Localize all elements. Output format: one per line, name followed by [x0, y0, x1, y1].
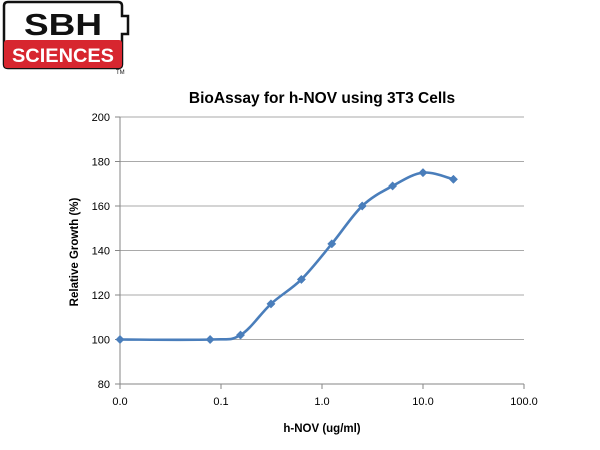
data-point-0: [115, 334, 125, 345]
y-axis-ticks: 80 100 120 140 160 180 200: [92, 112, 120, 391]
logo-trademark: TM: [116, 70, 125, 75]
data-point-2: [235, 330, 246, 340]
y-tick-label-100: 100: [92, 335, 110, 347]
x-axis-title: h-NOV (ug/ml): [283, 423, 360, 435]
sbh-sciences-logo: SBH SCIENCES TM: [2, 0, 130, 75]
y-tick-label-120: 120: [92, 290, 110, 302]
series-layer: [115, 168, 458, 345]
logo-red-band: [4, 40, 122, 68]
data-point-4: [296, 274, 306, 284]
y-tick-label-200: 200: [92, 112, 110, 124]
y-tick-label-160: 160: [92, 201, 110, 213]
data-point-8: [418, 168, 428, 178]
data-point-9: [448, 174, 458, 184]
data-point-5: [327, 239, 337, 249]
logo-line1: SBH: [24, 7, 102, 42]
x-tick-label-0.1: 0.1: [213, 396, 228, 408]
data-point-3: [266, 299, 276, 309]
series-0-line: [119, 171, 454, 342]
y-tick-label-180: 180: [92, 157, 110, 169]
data-point-6: [357, 201, 367, 211]
logo-line2: SCIENCES: [12, 46, 114, 67]
y-tick-label-140: 140: [92, 246, 110, 258]
x-axis-ticks: 0.0 0.1 1.0 10.0 100.0: [112, 384, 538, 408]
x-tick-label-1.0: 1.0: [314, 396, 329, 408]
y-tick-label-80: 80: [98, 379, 110, 391]
x-tick-label-10.0: 10.0: [412, 396, 433, 408]
data-point-1: [205, 334, 215, 345]
x-tick-label-100.0: 100.0: [510, 396, 538, 408]
y-axis-title: Relative Growth (%): [69, 198, 81, 307]
gridlines: [120, 116, 524, 340]
chart-title: BioAssay for h-NOV using 3T3 Cells: [189, 90, 455, 107]
x-tick-label-0.0: 0.0: [112, 396, 127, 408]
data-point-7: [388, 181, 398, 191]
